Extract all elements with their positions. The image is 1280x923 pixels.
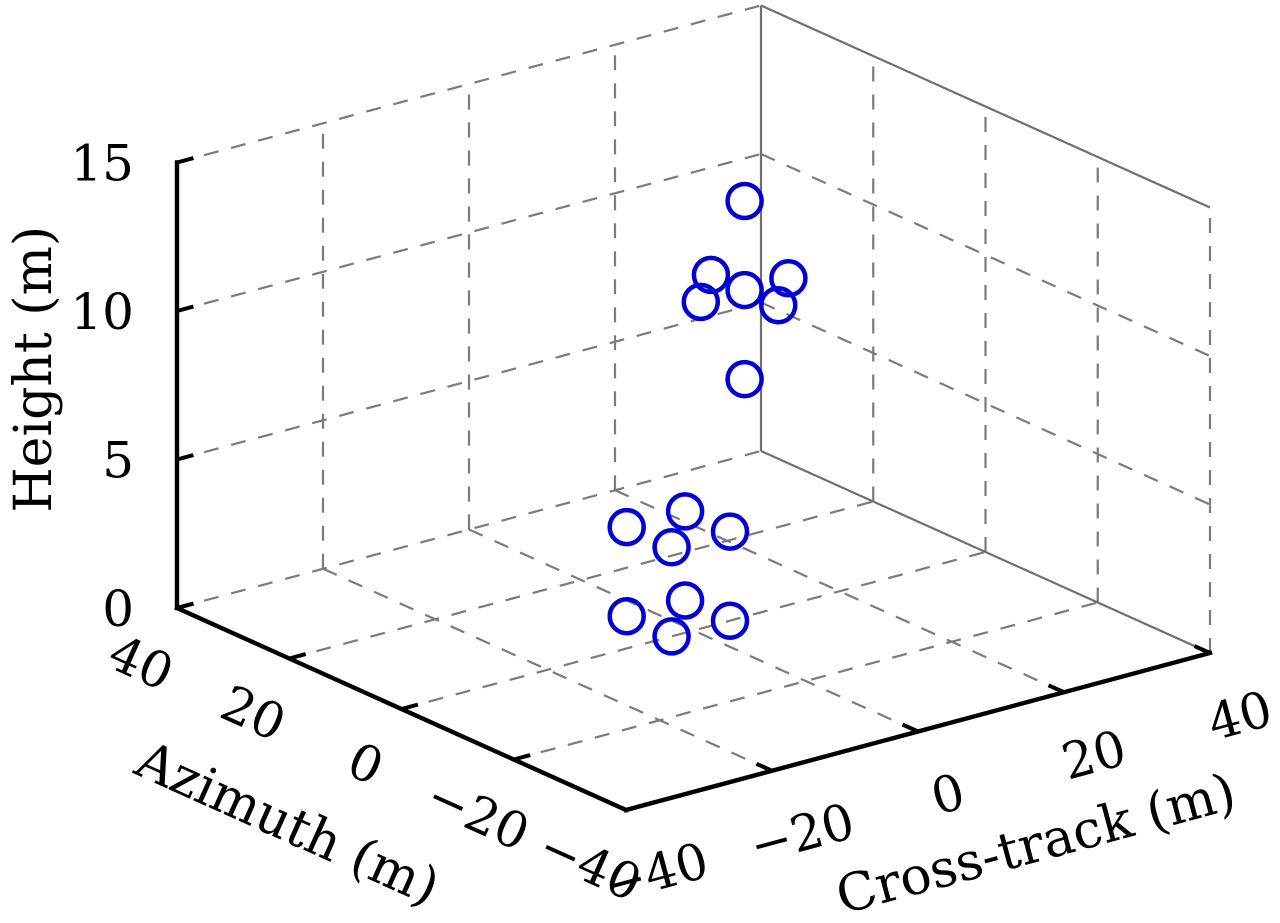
cross-track-tick	[901, 722, 919, 734]
axis-titles: Azimuth (m) Cross-track (m) Height (m)	[4, 226, 1242, 923]
azimuth-axis-title: Azimuth (m)	[126, 730, 448, 919]
azimuth-tick	[176, 601, 194, 610]
box-edges	[759, 4, 1211, 655]
height-tick-label: 0	[102, 580, 134, 638]
data-point-marker	[725, 270, 764, 310]
cross-track-tick-label: −20	[744, 792, 861, 875]
cross-track-tick-label: 40	[1202, 680, 1279, 753]
floor-grid-line	[468, 528, 919, 733]
height-tick	[176, 156, 194, 165]
data-point-marker	[710, 601, 750, 640]
cross-track-tick	[1047, 683, 1065, 695]
floor-grid-line	[401, 550, 986, 711]
azimuth-tick-label: −20	[418, 766, 538, 862]
height-tick-label: 5	[102, 432, 134, 490]
cross-track-tick	[1193, 644, 1211, 655]
data-point-marker	[665, 492, 705, 531]
data-point-marker	[710, 512, 750, 551]
tick-marks	[176, 156, 1211, 812]
cross-track-tick-label: 0	[925, 762, 971, 826]
axis-lines	[174, 160, 1213, 813]
azimuth-tick	[513, 753, 531, 762]
height-tick	[176, 453, 194, 462]
data-point-marker	[725, 359, 764, 399]
wall-grid-line	[176, 152, 762, 313]
height-axis-title: Height (m)	[4, 226, 64, 513]
cross-track-tick	[755, 761, 773, 773]
height-tick-label: 15	[70, 135, 134, 193]
data-point-marker	[652, 528, 691, 567]
height-tick-label: 10	[70, 283, 134, 341]
azimuth-tick-label: 0	[339, 731, 392, 797]
data-point-marker	[759, 285, 798, 325]
data-point-marker	[652, 617, 691, 656]
azimuth-tick	[400, 702, 419, 711]
azimuth-tick	[625, 803, 643, 812]
data-point-marker	[769, 259, 808, 298]
data-point-marker	[607, 596, 646, 636]
azimuth-tick-label: 20	[212, 674, 294, 753]
azimuth-tick	[288, 652, 307, 661]
data-point-marker	[607, 507, 646, 547]
grid-lines	[176, 4, 1212, 772]
cross-track-tick	[609, 801, 627, 812]
data-point-marker	[665, 581, 705, 620]
wall-grid-line	[176, 4, 762, 164]
data-points	[607, 181, 808, 656]
top-right-edge	[760, 4, 1211, 209]
data-point-marker	[681, 282, 721, 322]
data-point-marker	[725, 181, 764, 221]
cross-track-axis-title: Cross-track (m)	[830, 762, 1242, 923]
height-tick	[176, 304, 194, 313]
cross-track-tick-label: 20	[1056, 719, 1133, 792]
floor-back-edge	[760, 449, 1211, 655]
data-point-marker	[691, 255, 731, 295]
